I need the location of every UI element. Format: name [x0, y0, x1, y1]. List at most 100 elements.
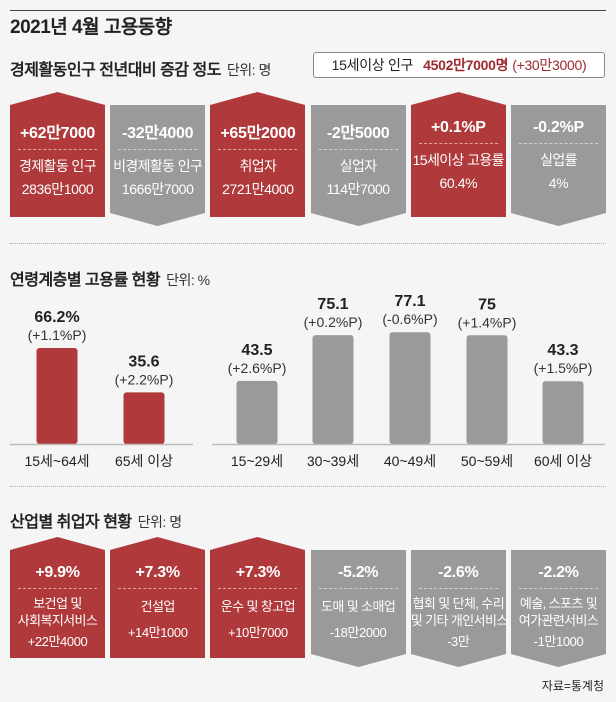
- section2-title-text: 연령계층별 고용률 현황: [10, 272, 161, 289]
- card-value: 1666만7000: [121, 181, 194, 197]
- up-arrow-shape: [410, 92, 506, 217]
- card-change: +62만7000: [19, 125, 96, 142]
- down-arrow-shape: [410, 550, 506, 667]
- up-arrow-shape: [110, 537, 206, 658]
- divider-2: [10, 486, 606, 487]
- card-separator: [418, 143, 498, 144]
- card-value: 2836만1000: [21, 181, 94, 197]
- age-change-label: (+2.2%P): [115, 371, 174, 387]
- industry-card: +7.3% 운수 및 창고업 +10만7000: [210, 537, 306, 671]
- industry-card: -2.6% 협회 및 단체, 수리 및 기타 개인서비스 -3만: [410, 537, 509, 671]
- card-value: 4%: [548, 175, 569, 191]
- card-value: 60.4%: [439, 175, 478, 191]
- card-shape: [10, 92, 105, 217]
- card-label-line1: 보건업 및: [33, 596, 82, 611]
- card-value: 114만7000: [326, 181, 391, 197]
- age-value-label: 77.1: [394, 293, 425, 310]
- age-bar: [466, 335, 508, 444]
- card-label-line2: 여가관련서비스: [518, 613, 599, 628]
- card-label-line1: 협회 및 단체, 수리: [412, 596, 505, 611]
- age-bar: [236, 380, 278, 444]
- labor-card: -2만5000 실업자 114만7000: [310, 92, 406, 230]
- population-label: 15세이상 인구: [331, 57, 414, 73]
- card-change: -2.6%: [438, 564, 479, 581]
- up-arrow-shape: [10, 537, 105, 658]
- section1-title-text: 경제활동인구 전년대비 증감 정도: [10, 62, 221, 79]
- card-label-line2: 및 기타 개인서비스: [410, 613, 509, 628]
- down-arrow-shape: [310, 550, 406, 667]
- age-bar: [389, 332, 431, 444]
- card-separator: [218, 588, 298, 589]
- card-change: +0.1%P: [430, 119, 486, 136]
- population-box: 15세이상 인구 4502만7000명 (+30만3000): [313, 52, 605, 78]
- section3-unit: 단위: 명: [137, 514, 182, 530]
- card-separator: [118, 149, 198, 150]
- section3-title: 산업별 취업자 현황 단위: 명: [10, 508, 182, 532]
- source-note: 자료=통계청: [541, 679, 604, 693]
- age-value-label: 43.3: [547, 342, 578, 359]
- card-shape: [511, 550, 606, 667]
- age-category-label: 15세~64세: [24, 453, 89, 469]
- card-shape: [410, 92, 506, 217]
- card-value: +10만7000: [228, 625, 288, 640]
- card-label-line1: 예술, 스포츠 및: [519, 596, 598, 611]
- card-separator: [18, 149, 97, 150]
- age-category-label: 40~49세: [384, 453, 436, 469]
- card-shape: [310, 105, 406, 226]
- card-shape: [210, 537, 306, 658]
- age-category-label: 65세 이상: [115, 453, 173, 469]
- card-label: 경제활동 인구: [19, 158, 97, 174]
- card-value: 2721만4000: [222, 181, 294, 197]
- age-category-label: 30~39세: [307, 453, 359, 469]
- card-shape: [210, 92, 306, 217]
- card-change: +9.9%: [35, 564, 80, 581]
- card-value: -1만1000: [533, 634, 584, 649]
- age-change-label: (+0.2%P): [304, 314, 363, 330]
- age-value-label: 75: [478, 296, 496, 313]
- card-shape: [110, 537, 206, 658]
- age-value-label: 43.5: [241, 342, 272, 359]
- population-value: 4502만7000명: [423, 57, 509, 73]
- section2-unit: 단위: %: [166, 272, 210, 288]
- top-rule: [10, 10, 606, 11]
- card-label-line1: 도매 및 소매업: [321, 599, 396, 614]
- age-employment-chart: 66.2%(+1.1%P) 15세~64세 35.6(+2.2%P) 65세 이상 43…: [10, 293, 605, 469]
- age-category-label: 15~29세: [231, 453, 283, 469]
- section1-title: 경제활동인구 전년대비 증감 정도 단위: 명: [10, 56, 271, 80]
- up-arrow-shape: [210, 92, 306, 217]
- up-arrow-shape: [210, 537, 306, 658]
- age-category-label: 60세 이상: [534, 453, 592, 469]
- card-value: +22만4000: [27, 634, 88, 649]
- card-change: -5.2%: [337, 564, 379, 581]
- card-shape: [110, 105, 206, 226]
- age-bar: [542, 381, 584, 444]
- age-value-label: 75.1: [317, 296, 348, 313]
- card-value: +14만1000: [127, 625, 188, 640]
- age-change-label: (+1.5%P): [534, 360, 593, 376]
- card-separator: [418, 588, 498, 589]
- card-change: -32만4000: [122, 125, 194, 142]
- card-shape: [410, 550, 506, 667]
- card-shape: [511, 105, 606, 226]
- age-value-label: 66.2%: [34, 309, 79, 326]
- card-shape: [10, 537, 105, 658]
- card-label-line1: 운수 및 창고업: [220, 599, 296, 614]
- age-bar: [36, 348, 78, 444]
- card-label-line2: 사회복지서비스: [17, 613, 98, 628]
- age-change-label: (+2.6%P): [228, 360, 287, 376]
- age-value-label: 35.6: [128, 353, 159, 370]
- down-arrow-shape: [511, 105, 606, 226]
- card-label: 취업자: [239, 158, 277, 174]
- age-change-label: (-0.6%P): [382, 311, 437, 327]
- age-change-label: (+1.1%P): [28, 327, 87, 343]
- labor-card: +62만7000 경제활동 인구 2836만1000: [10, 92, 105, 230]
- card-change: +7.3%: [135, 564, 181, 581]
- card-label: 비경제활동 인구: [113, 158, 203, 174]
- card-change: +7.3%: [235, 564, 281, 581]
- industry-card: -2.2% 예술, 스포츠 및 여가관련서비스 -1만1000: [511, 537, 606, 671]
- card-separator: [519, 143, 598, 144]
- labor-card: -0.2%P 실업률 4%: [511, 92, 606, 230]
- card-label-line1: 건설업: [140, 599, 176, 614]
- down-arrow-shape: [310, 105, 406, 226]
